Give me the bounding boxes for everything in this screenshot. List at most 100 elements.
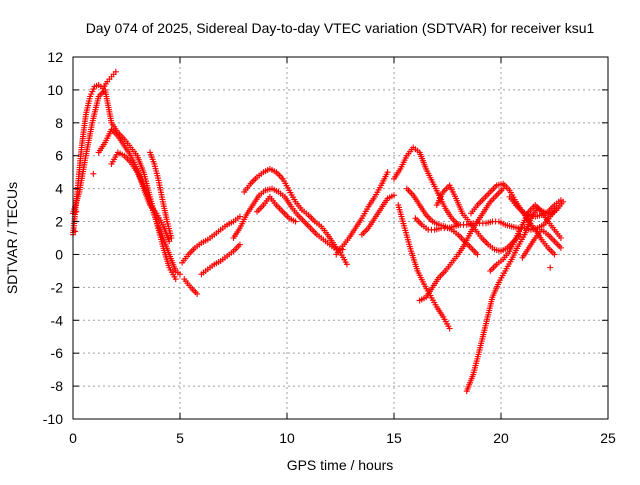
data-point: [273, 202, 280, 209]
data-point: [463, 221, 470, 228]
data-point: [294, 211, 301, 218]
data-point: [82, 111, 89, 118]
data-point: [204, 236, 211, 243]
data-point: [545, 218, 552, 225]
data-point: [468, 228, 475, 235]
data-point: [159, 198, 166, 205]
data-point: [538, 226, 545, 233]
data-point: [519, 221, 526, 228]
data-point: [384, 169, 391, 176]
data-point: [446, 325, 453, 332]
data-point: [198, 271, 205, 278]
data-point: [525, 244, 532, 251]
data-point: [104, 78, 111, 85]
data-point: [114, 149, 121, 156]
series-sat-k: [255, 195, 297, 224]
data-point: [127, 159, 134, 166]
data-point: [204, 266, 211, 273]
data-point: [298, 207, 305, 214]
series-sat-s: [418, 187, 505, 303]
data-point: [474, 202, 481, 209]
data-point: [425, 226, 432, 233]
data-point: [435, 274, 442, 281]
data-point: [493, 261, 500, 268]
y-tick-label: 10: [47, 82, 63, 98]
data-point: [420, 281, 427, 288]
data-point: [331, 241, 338, 248]
data-point: [403, 185, 410, 192]
data-point: [448, 259, 455, 266]
y-tick-label: 6: [55, 148, 63, 164]
data-point: [470, 371, 477, 378]
data-point: [168, 235, 175, 241]
data-point: [506, 248, 513, 255]
data-point: [532, 226, 539, 233]
data-point: [476, 346, 483, 353]
data-point: [453, 195, 460, 202]
data-point: [468, 244, 475, 251]
data-point: [166, 251, 173, 258]
data-point: [269, 185, 276, 192]
data-point: [525, 211, 532, 218]
data-point: [465, 218, 472, 225]
data-point: [112, 68, 119, 75]
data-point: [273, 169, 280, 176]
data-point: [346, 235, 353, 241]
data-point: [217, 226, 224, 233]
data-point: [483, 320, 490, 327]
data-point: [429, 218, 436, 225]
y-tick-label: 8: [55, 115, 63, 131]
data-point: [553, 207, 560, 214]
data-point: [545, 208, 552, 215]
data-point: [557, 244, 564, 251]
data-points: [70, 68, 567, 395]
data-point: [108, 119, 115, 126]
data-point: [172, 267, 179, 274]
x-tick-label: 20: [493, 430, 509, 446]
series-sat-e: [147, 151, 174, 239]
data-point: [502, 221, 509, 228]
data-point: [286, 187, 293, 194]
data-point: [440, 188, 447, 195]
data-point: [249, 202, 256, 209]
data-point: [194, 290, 201, 297]
series-sat-x: [520, 228, 563, 259]
data-point: [87, 93, 94, 100]
data-point: [134, 169, 141, 176]
data-point: [151, 160, 158, 167]
data-point: [498, 248, 504, 255]
data-point: [403, 152, 410, 159]
data-point: [121, 152, 128, 159]
data-point: [82, 152, 89, 159]
data-point: [532, 213, 539, 220]
data-point: [254, 174, 261, 181]
data-point: [489, 294, 496, 301]
y-tick-label: 4: [55, 181, 63, 197]
data-point: [410, 192, 417, 199]
data-point: [108, 73, 115, 80]
series-sat-l: [334, 171, 390, 256]
data-point: [198, 239, 205, 246]
data-point: [292, 198, 299, 205]
data-point: [211, 231, 218, 238]
data-point: [457, 221, 464, 228]
axis-ticks: 0 5 10 15 20 25 -10 -8 -6 -4 -2 0 2 4 6 8 10 12: [43, 49, 616, 446]
data-point: [236, 225, 243, 232]
y-tick-label: -6: [51, 345, 64, 361]
data-point: [147, 198, 154, 205]
data-point: [281, 193, 288, 200]
data-point: [532, 202, 539, 209]
data-point: [191, 244, 198, 251]
data-point: [254, 208, 261, 215]
data-point: [311, 218, 318, 225]
data-point: [450, 223, 457, 230]
data-point: [166, 238, 173, 245]
data-point: [247, 180, 254, 187]
isolated-data-point: [547, 264, 554, 271]
data-point: [140, 182, 147, 189]
data-point: [461, 241, 468, 248]
data-point: [78, 144, 85, 151]
x-tick-label: 0: [69, 430, 77, 446]
data-point: [508, 256, 515, 263]
